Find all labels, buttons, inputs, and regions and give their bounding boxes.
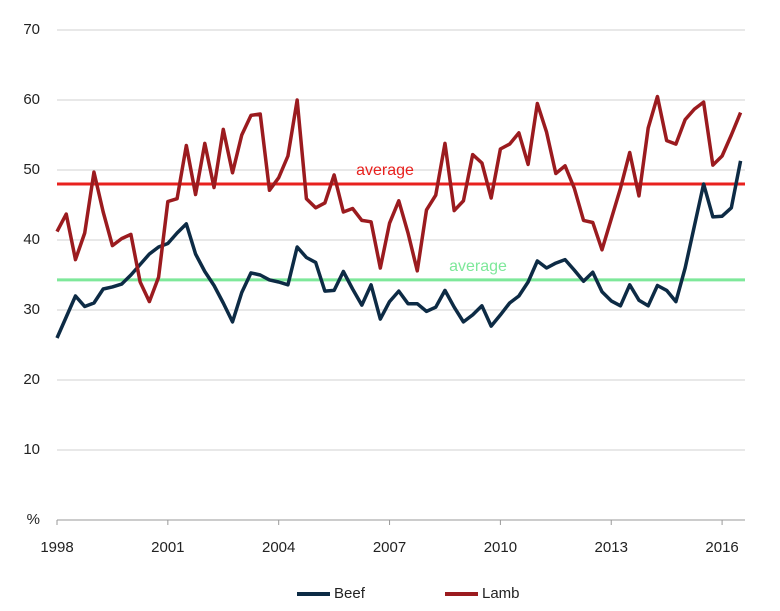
y-tick-label: 20 (23, 371, 40, 388)
legend-label: Lamb (482, 585, 520, 602)
x-tick-label: 2004 (262, 539, 295, 556)
y-tick-label: 70 (23, 21, 40, 38)
y-tick-label: 40 (23, 231, 40, 248)
y-tick-label: % (27, 511, 40, 528)
x-tick-label: 1998 (40, 539, 73, 556)
x-tick-label: 2016 (705, 539, 738, 556)
x-tick-label: 2007 (373, 539, 406, 556)
y-tick-label: 30 (23, 301, 40, 318)
x-tick-label: 2010 (484, 539, 517, 556)
y-tick-label: 10 (23, 441, 40, 458)
series-line (55, 160, 743, 339)
average-label: average (449, 258, 507, 275)
average-label: average (356, 162, 414, 179)
y-tick-label: 60 (23, 91, 40, 108)
series-line (55, 94, 743, 304)
x-tick-label: 2001 (151, 539, 184, 556)
legend-label: Beef (334, 585, 366, 602)
y-tick-label: 50 (23, 161, 40, 178)
x-tick-label: 2013 (595, 539, 628, 556)
